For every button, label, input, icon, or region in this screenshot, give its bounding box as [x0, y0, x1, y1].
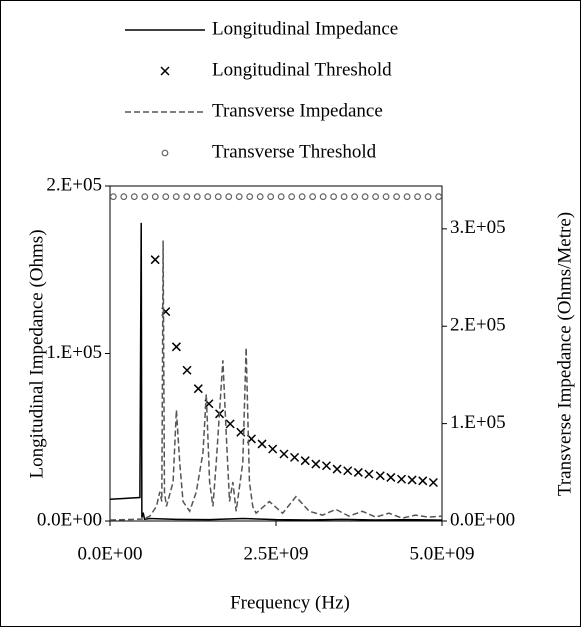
x-marker [193, 384, 203, 394]
x-marker [150, 255, 160, 265]
circle-marker [225, 193, 233, 201]
circle-marker [246, 193, 254, 201]
circle-marker [120, 193, 128, 201]
y2-tick-label: 2.E+05 [450, 315, 506, 336]
legend-label: Transverse Impedance [212, 100, 383, 121]
x-marker [311, 459, 321, 469]
x-marker [182, 365, 192, 375]
y2-axis-label: Transverse Impedance (Ohms/Metre) [554, 212, 575, 496]
circle-marker [277, 193, 285, 201]
circle-marker [319, 193, 327, 201]
circle-marker [435, 193, 443, 201]
y2-tick-label: 0.0E+00 [450, 509, 515, 530]
x-marker [407, 475, 417, 485]
x-tick-label: 0.0E+00 [77, 543, 142, 564]
y2-tick-label: 3.E+05 [450, 217, 506, 238]
x-marker [418, 476, 428, 486]
circle-marker [172, 193, 180, 201]
y-tick-label: 0.0E+00 [37, 509, 102, 530]
circle-marker [403, 193, 411, 201]
circle-marker [183, 193, 191, 201]
circle-marker [340, 193, 348, 201]
x-marker [300, 456, 310, 466]
x-axis-label: Frequency (Hz) [230, 592, 350, 613]
x-marker [290, 452, 300, 462]
circle-marker [298, 193, 306, 201]
legend-symbol [160, 66, 170, 76]
circle-marker [382, 193, 390, 201]
legend-label: Longitudinal Threshold [212, 59, 392, 80]
x-marker [225, 419, 235, 429]
circle-marker [162, 193, 170, 201]
x-marker [268, 444, 278, 454]
circle-marker [214, 193, 222, 201]
circle-marker [309, 193, 317, 201]
circle-marker [288, 193, 296, 201]
x-tick-label: 5.0E+09 [409, 543, 474, 564]
y2-tick-label: 1.E+05 [450, 412, 506, 433]
circle-marker [151, 193, 159, 201]
x-marker [257, 439, 267, 449]
circle-marker [256, 193, 264, 201]
circle-marker [204, 193, 212, 201]
circle-marker [130, 193, 138, 201]
x-marker [428, 477, 438, 488]
x-marker [375, 471, 385, 481]
y-tick-label: 1.E+05 [46, 342, 102, 363]
series-line [109, 222, 443, 521]
circle-marker [193, 193, 201, 201]
circle-marker [330, 193, 338, 201]
x-marker [364, 469, 374, 479]
circle-marker [393, 193, 400, 201]
x-marker [396, 474, 407, 484]
legend-symbol [161, 149, 169, 157]
x-marker [279, 449, 289, 459]
series-line [109, 240, 443, 521]
circle-marker [109, 193, 117, 201]
circle-marker [267, 193, 275, 201]
circle-marker [235, 193, 243, 201]
x-marker [343, 466, 353, 476]
legend-label: Transverse Threshold [212, 141, 377, 162]
circle-marker [361, 193, 369, 201]
circle-marker [372, 193, 380, 201]
circle-marker [424, 193, 432, 201]
circle-marker [141, 193, 149, 201]
circle-marker [414, 193, 421, 201]
x-marker [386, 472, 396, 482]
y-tick-label: 2.E+05 [46, 174, 102, 195]
x-tick-label: 2.5E+09 [243, 543, 308, 564]
x-marker [171, 342, 181, 352]
circle-marker [351, 193, 359, 201]
x-marker [353, 467, 363, 477]
x-marker [332, 464, 342, 474]
x-marker [321, 461, 331, 471]
y-axis-label: Longitudinal Impedance (Ohms) [26, 229, 47, 478]
legend-label: Longitudinal Impedance [212, 18, 398, 39]
